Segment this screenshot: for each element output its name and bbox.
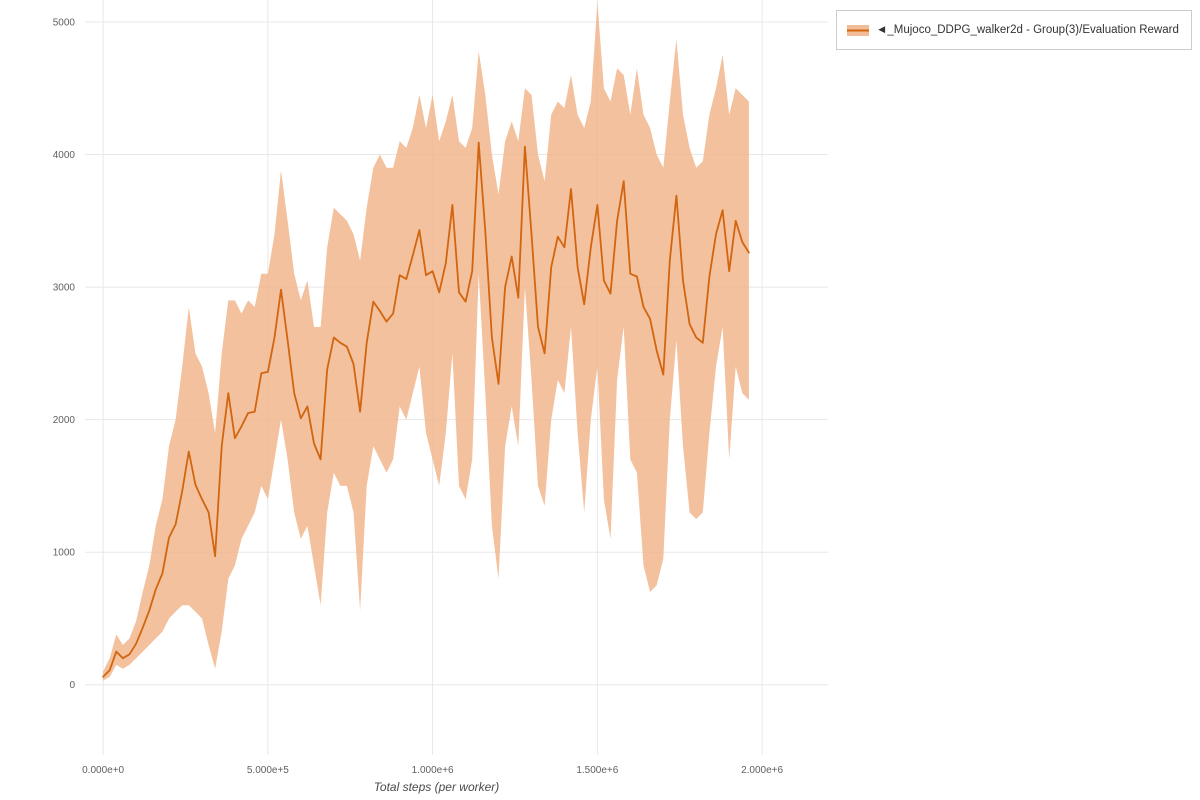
y-tick-label: 1000 — [53, 548, 76, 559]
y-tick-label: 0 — [69, 680, 75, 691]
series-line — [102, 141, 750, 678]
x-axis-title: Total steps (per worker) — [374, 780, 500, 794]
y-tick-label: 3000 — [53, 283, 76, 294]
legend-label: ◄_Mujoco_DDPG_walker2d - Group(3)/Evalua… — [876, 24, 1179, 36]
legend-item-evaluation-reward[interactable]: ◄_Mujoco_DDPG_walker2d - Group(3)/Evalua… — [837, 11, 1191, 49]
x-tick-label: 2.000e+6 — [741, 765, 783, 776]
x-tick-label: 0.000e+0 — [82, 765, 124, 776]
x-tick-label: 5.000e+5 — [247, 765, 289, 776]
y-tick-label: 4000 — [53, 150, 76, 161]
series-group — [102, 2, 750, 681]
x-tick-label: 1.000e+6 — [412, 765, 454, 776]
legend-swatch-icon — [847, 25, 869, 36]
x-tick-label: 1.500e+6 — [576, 765, 618, 776]
y-tick-label: 2000 — [53, 415, 76, 426]
legend: ◄_Mujoco_DDPG_walker2d - Group(3)/Evalua… — [836, 10, 1192, 50]
y-tick-label: 5000 — [53, 18, 76, 29]
series-band — [103, 2, 749, 681]
